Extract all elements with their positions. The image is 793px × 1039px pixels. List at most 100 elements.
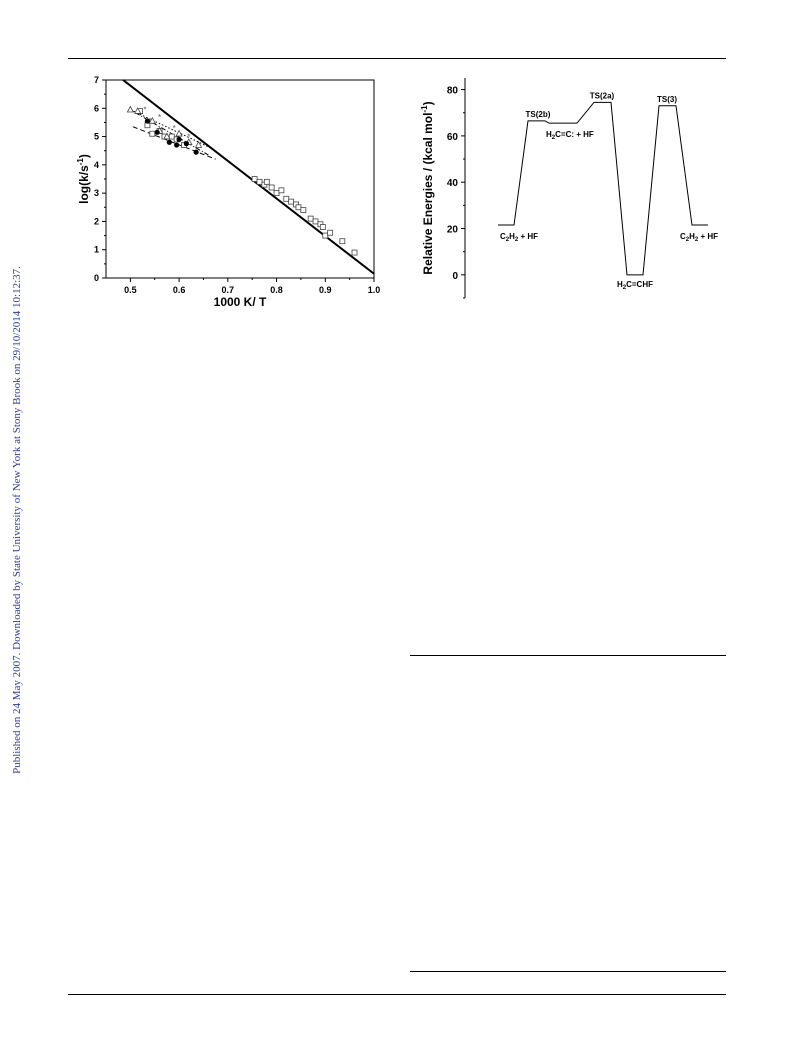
filled-circle-marker	[176, 136, 182, 142]
column-rule-2	[410, 971, 726, 972]
energy-axis-label-sup: -1	[420, 105, 429, 113]
species-label-part: C	[500, 232, 506, 241]
square-marker	[351, 249, 358, 256]
species-label-part: H	[617, 280, 623, 289]
species-label-part: 2	[623, 285, 627, 291]
y-axis-label-main: log(k/s	[77, 165, 91, 204]
species-label: TS(3)	[657, 95, 677, 104]
energy-profile-line	[498, 101, 708, 276]
species-label: TS(2b)	[526, 110, 551, 119]
species-label-part: H	[689, 232, 695, 241]
y-tick-label: 1	[94, 245, 99, 255]
species-label: C2H2 + HF	[680, 232, 718, 243]
star-marker: *	[143, 106, 146, 115]
square-marker	[295, 204, 302, 211]
square-marker	[149, 130, 156, 137]
x-axis-label: 1000 K/ T	[214, 295, 267, 309]
square-marker	[327, 229, 334, 236]
species-label-part: 2	[686, 237, 690, 243]
species-label-part: 2	[515, 237, 519, 243]
triangle-marker	[133, 107, 142, 114]
square-marker	[339, 238, 346, 245]
filled-circle-marker	[144, 118, 151, 124]
energy-axis-ticks: 0 20 40 60 80	[447, 86, 465, 299]
square-marker	[278, 187, 285, 194]
species-label-part: C=C: + HF	[555, 130, 594, 139]
energy-axis-label: Relative Energies / (kcal mol-1)	[420, 101, 435, 274]
y-tick-label: 5	[94, 132, 99, 142]
species-label-part: + HF	[518, 232, 538, 241]
energy-tick-label: 60	[447, 132, 459, 143]
species-label: H2C=C: + HF	[546, 130, 594, 141]
square-marker	[273, 190, 280, 197]
square-marker	[312, 218, 319, 225]
square-marker	[319, 224, 326, 230]
trend-lines	[122, 79, 375, 275]
y-tick-label: 0	[94, 273, 99, 283]
square-marker	[322, 232, 329, 239]
species-label: C2H2 + HF	[500, 232, 538, 243]
x-tick-label: 0.9	[319, 285, 332, 295]
energy-tick-label: 0	[452, 271, 458, 282]
filled-circle-marker	[154, 129, 160, 135]
square-marker	[288, 198, 295, 205]
energy-tick-label: 20	[447, 225, 459, 236]
energy-axis-label-main: Relative Energies / (kcal mol	[421, 113, 435, 275]
square-marker	[307, 215, 314, 222]
energy-tick-label: 80	[447, 86, 459, 97]
energy-axis-label-end: )	[421, 101, 435, 105]
species-label-part: H	[509, 232, 515, 241]
triangle-marker	[175, 129, 183, 137]
square-marker	[268, 184, 275, 191]
y-tick-label: 7	[94, 75, 99, 85]
arrhenius-plot: 0.5 0.6 0.7 0.8 0.9 1.0 0 1 2 3 4 5 6 7 * * * * 1000 K/ …	[76, 75, 381, 309]
square-marker	[300, 207, 307, 214]
species-label-part: 2	[506, 237, 510, 243]
filled-circle-marker	[166, 139, 172, 145]
fit-line	[122, 79, 375, 275]
energy-pathway	[498, 101, 708, 276]
species-label-part: TS(3)	[657, 95, 677, 104]
star-marker: *	[187, 133, 190, 142]
y-axis-label: log(k/s-1)	[76, 154, 91, 204]
filled-circle-marker	[174, 142, 180, 148]
x-tick-label: 0.6	[173, 285, 186, 295]
triangle-marker	[126, 105, 135, 113]
x-tick-label: 1.0	[368, 285, 381, 295]
species-label: TS(2a)	[590, 91, 615, 100]
filled-circle-marker	[193, 149, 199, 155]
x-tick-label: 0.5	[124, 285, 137, 295]
square-marker	[263, 178, 270, 185]
species-label-part: H	[546, 130, 552, 139]
species-label-part: C=CHF	[626, 280, 653, 289]
header-rule	[68, 58, 726, 59]
x-tick-label: 0.7	[222, 285, 235, 295]
energy-tick-label: 40	[447, 178, 459, 189]
dotted-fit-line	[130, 109, 211, 149]
square-marker	[256, 178, 263, 185]
square-marker	[251, 176, 258, 182]
triangle-marker	[163, 132, 171, 140]
species-label: H2C=CHF	[617, 280, 653, 291]
species-label-part: TS(2a)	[590, 91, 615, 100]
footer-rule	[68, 994, 726, 995]
species-label-part: C	[680, 232, 686, 241]
species-label-part: TS(2b)	[526, 110, 551, 119]
species-label-part: 2	[695, 237, 699, 243]
triangle-marker	[148, 116, 156, 124]
column-rule-1	[410, 655, 726, 656]
triangle-marker	[194, 141, 203, 148]
y-tick-label: 3	[94, 188, 99, 198]
y-axis-label-end: )	[77, 154, 91, 158]
star-marker: *	[173, 124, 176, 133]
species-label-part: + HF	[698, 232, 718, 241]
data-points: * * * *	[126, 105, 358, 256]
y-tick-label: 4	[94, 160, 99, 170]
filled-circle-marker	[183, 141, 189, 147]
star-marker: *	[158, 113, 161, 122]
y-tick-label: 6	[94, 103, 99, 113]
x-tick-label: 0.8	[270, 285, 283, 295]
species-label-part: 2	[552, 135, 556, 141]
